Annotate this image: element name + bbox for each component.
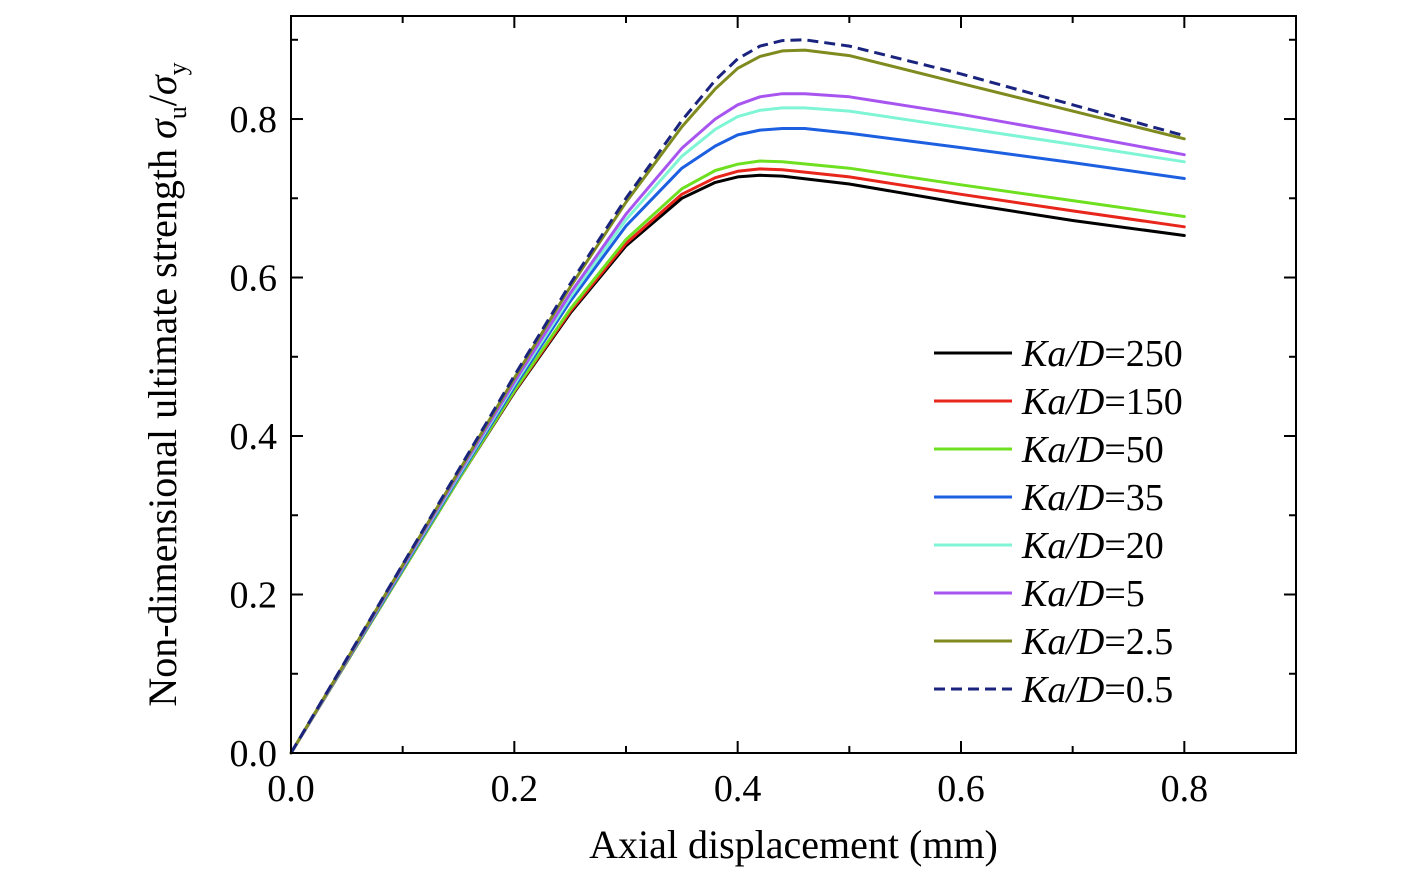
series-line-7: [289, 38, 1185, 754]
legend-label-ratio: Ka/D: [1021, 525, 1104, 567]
legend-label-ratio: Ka/D: [1021, 621, 1104, 663]
y-axis-title-sigma-1: σ: [140, 118, 185, 139]
legend-label-value: =50: [1104, 429, 1163, 471]
legend-label-ratio: Ka/D: [1021, 573, 1104, 615]
legend-label-6: Ka/D=2.5: [1021, 621, 1173, 663]
y-tick-label: 0.6: [230, 258, 278, 300]
y-axis-title-sub-1: u: [163, 106, 192, 119]
y-tick-label: 0.2: [230, 575, 278, 617]
x-tick-label: 0.4: [714, 768, 762, 810]
legend-label-1: Ka/D=150: [1021, 381, 1183, 423]
y-tick-label: 0.8: [230, 99, 278, 141]
x-tick-label: 0.8: [1161, 768, 1209, 810]
x-axis-title: Axial displacement (mm): [589, 822, 998, 867]
plot-frame: [290, 15, 1297, 754]
legend-label-value: =35: [1104, 477, 1163, 519]
legend-label-ratio: Ka/D: [1021, 477, 1104, 519]
legend: Ka/D=250Ka/D=150Ka/D=50Ka/D=35Ka/D=20Ka/…: [934, 333, 1183, 711]
legend-label-value: =2.5: [1104, 621, 1173, 663]
legend-label-value: =0.5: [1104, 669, 1173, 711]
legend-label-ratio: Ka/D: [1021, 669, 1104, 711]
y-axis-title-slash: /: [140, 94, 185, 106]
legend-label-0: Ka/D=250: [1021, 333, 1183, 375]
legend-label-5: Ka/D=5: [1021, 573, 1145, 615]
legend-label-value: =150: [1104, 381, 1182, 423]
legend-label-3: Ka/D=35: [1021, 477, 1164, 519]
series-layer: [289, 38, 1186, 755]
y-axis-title: Non-dimensional ultimate strength σu/σy: [140, 62, 192, 706]
legend-label-2: Ka/D=50: [1021, 429, 1164, 471]
y-tick-label: 0.4: [230, 416, 278, 458]
x-tick-label: 0.0: [267, 768, 315, 810]
legend-label-7: Ka/D=0.5: [1021, 669, 1173, 711]
legend-label-ratio: Ka/D: [1021, 429, 1104, 471]
legend-label-ratio: Ka/D: [1021, 333, 1104, 375]
legend-label-value: =5: [1104, 573, 1144, 615]
legend-label-value: =20: [1104, 525, 1163, 567]
x-tick-label: 0.6: [937, 768, 985, 810]
y-axis-title-sigma-2: σ: [140, 74, 185, 95]
y-axis-title-prefix: Non-dimensional ultimate strength: [140, 139, 185, 707]
x-tick-label: 0.2: [491, 768, 539, 810]
y-axis-title-sub-2: y: [163, 62, 192, 75]
y-tick-label: 0.0: [230, 733, 278, 775]
legend-label-value: =250: [1104, 333, 1182, 375]
legend-label-4: Ka/D=20: [1021, 525, 1164, 567]
ticks-layer: 0.0 0.2 0.4 0.6 0.8 0.0 0.2 0.4 0.6 0.8: [230, 16, 1297, 810]
legend-label-ratio: Ka/D: [1021, 381, 1104, 423]
